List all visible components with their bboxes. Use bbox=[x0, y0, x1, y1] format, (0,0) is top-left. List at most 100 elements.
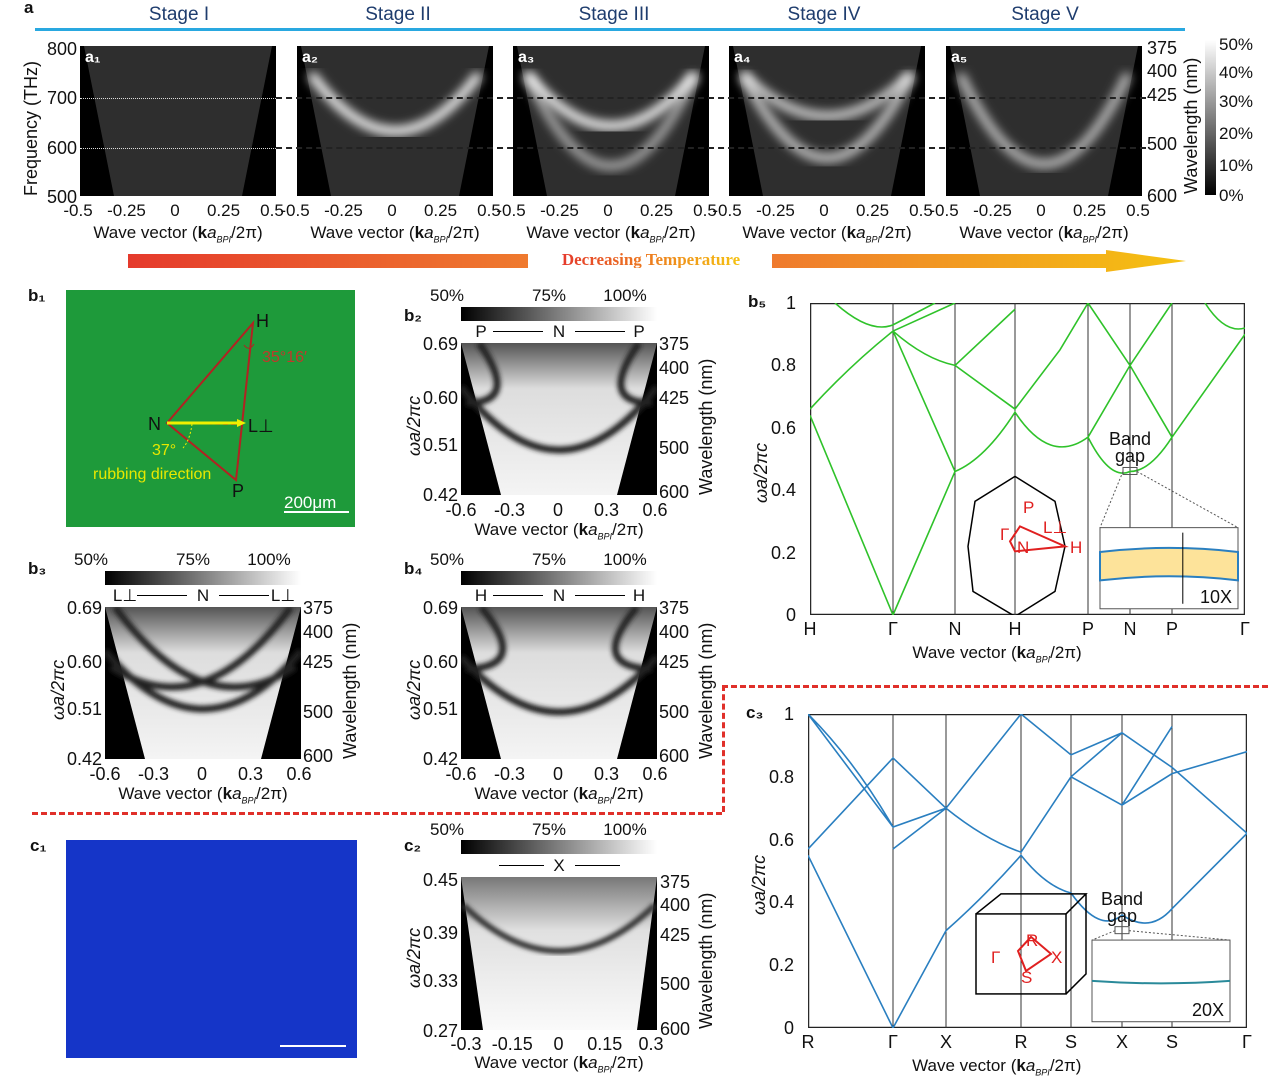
wavelength-tick-label: 600 bbox=[1147, 186, 1178, 206]
mark bbox=[975, 893, 1088, 995]
spectrum-image-a3 bbox=[513, 46, 709, 196]
colorbar-a bbox=[1205, 40, 1216, 195]
y-tick-label: 0.51 bbox=[66, 699, 102, 719]
wavelength-tick-label: 500 bbox=[660, 974, 691, 994]
xlabel-k: k bbox=[578, 784, 589, 803]
colorbar-tick-label: 50% bbox=[429, 820, 465, 839]
bz-point-label: Γ bbox=[991, 947, 1001, 967]
y-tick-label: 0.51 bbox=[422, 435, 458, 455]
xlabel-k: k bbox=[846, 223, 857, 242]
mark bbox=[1136, 471, 1239, 529]
wavelength-tick-label: 425 bbox=[659, 388, 690, 408]
y-tick-label: 0.69 bbox=[422, 598, 458, 618]
xlabel-k: k bbox=[414, 223, 425, 242]
bz-point-label: S bbox=[1021, 967, 1033, 987]
x-tick-label: 0 bbox=[552, 500, 564, 520]
subpanel-label: a₂ bbox=[302, 49, 319, 66]
direction-label: P bbox=[633, 322, 645, 341]
subpanel-label: a₅ bbox=[951, 49, 968, 66]
x-axis-label: Wave vector (kaBPI/2π) bbox=[118, 785, 287, 805]
spectrum-image-b2 bbox=[458, 340, 660, 495]
xlabel-text: Wave vector ( bbox=[310, 223, 415, 242]
x-tick-label: -0.25 bbox=[324, 201, 363, 220]
y-tick-label: 0.39 bbox=[422, 923, 458, 943]
y-axis-label: Frequency (THz) bbox=[21, 60, 41, 196]
xlabel-a: a bbox=[1025, 1056, 1036, 1075]
xlabel-sub: BPI bbox=[433, 234, 449, 245]
mark bbox=[1099, 471, 1124, 528]
xlabel-post: /2π) bbox=[1049, 1056, 1082, 1075]
mark bbox=[523, 71, 699, 131]
xlabel-a: a bbox=[588, 1053, 598, 1072]
xlabel-a: a bbox=[207, 223, 217, 242]
y-tick-label: 0.69 bbox=[66, 598, 102, 618]
wavelength-tick-label: 425 bbox=[660, 925, 691, 945]
x-tick-label: -0.6 bbox=[89, 764, 121, 784]
x-tick-label: 0 bbox=[603, 201, 613, 220]
panel-label-panel_c3: c₃ bbox=[746, 703, 764, 722]
y-tick-label: 0 bbox=[785, 605, 796, 625]
spectrum-image-b4 bbox=[458, 604, 660, 759]
xlabel-sub: BPI bbox=[597, 795, 613, 806]
xlabel-sub: BPI bbox=[1082, 234, 1098, 245]
xlabel-text: Wave vector ( bbox=[912, 1056, 1017, 1075]
xlabel-post: /2π) bbox=[880, 223, 912, 242]
x-tick-label: 0.3 bbox=[593, 764, 620, 784]
stage-label: Stage II bbox=[365, 4, 431, 25]
x-tick-label: -0.25 bbox=[540, 201, 579, 220]
colorbar-tick-label: 100% bbox=[603, 550, 647, 569]
xlabel-k: k bbox=[197, 223, 208, 242]
direction-label: N bbox=[552, 322, 566, 341]
y-tick-label: 0.2 bbox=[768, 955, 794, 976]
divider-dashed bbox=[32, 812, 722, 815]
x-tick-label: P bbox=[1081, 619, 1095, 639]
x-tick-label: -0.5 bbox=[929, 201, 959, 220]
colorbar-tick-label: 0% bbox=[1219, 186, 1244, 205]
dotted-line bbox=[80, 148, 276, 149]
colorbar-tick-label: 100% bbox=[603, 286, 647, 305]
wavelength-tick-label: 500 bbox=[1147, 134, 1178, 154]
colorbar-b4 bbox=[461, 571, 657, 585]
band-gap-label: Band bbox=[1100, 888, 1144, 909]
label-P: P bbox=[232, 481, 245, 501]
xlabel-post: /2π) bbox=[256, 784, 288, 803]
x-axis-label: Wave vector (kaBPI/2π) bbox=[959, 224, 1128, 244]
x-tick-label: S bbox=[1064, 1032, 1078, 1052]
x-tick-label: 0.25 bbox=[639, 201, 674, 220]
mark bbox=[1091, 979, 1231, 985]
mark bbox=[738, 71, 916, 163]
xlabel-text: Wave vector ( bbox=[526, 223, 631, 242]
xlabel-a: a bbox=[1073, 223, 1083, 242]
spectrum-image-a2 bbox=[297, 46, 493, 196]
y-axis-label: ωa/2πc bbox=[404, 927, 424, 988]
y-tick-label: 1 bbox=[785, 293, 796, 313]
colorbar-tick-label: 50% bbox=[1219, 35, 1254, 54]
wavelength-tick-label: 375 bbox=[303, 598, 334, 618]
xlabel-text: Wave vector ( bbox=[474, 520, 579, 539]
mark bbox=[461, 607, 657, 759]
x-tick-label: 0.5 bbox=[693, 201, 717, 220]
colorbar-tick-label: 30% bbox=[1219, 92, 1254, 111]
colorbar-tick-label: 10% bbox=[1219, 156, 1254, 175]
stage-label: Stage III bbox=[578, 4, 650, 25]
mark bbox=[460, 902, 658, 954]
arrow-left-line bbox=[137, 595, 187, 596]
x-tick-label: -0.5 bbox=[496, 201, 526, 220]
wavelength-tick-label: 375 bbox=[659, 598, 690, 618]
xlabel-a: a bbox=[856, 223, 866, 242]
stage-label: Stage I bbox=[148, 4, 210, 25]
mark bbox=[1114, 926, 1130, 935]
y-tick-label: 0.51 bbox=[422, 699, 458, 719]
y-axis-label: ωa/2πc bbox=[48, 659, 68, 720]
scale-bar-label: 200μm bbox=[284, 493, 337, 512]
arrow-left-line bbox=[493, 331, 543, 332]
xlabel-sub: BPI bbox=[597, 1064, 613, 1075]
crystal-orientation-diagram bbox=[66, 290, 355, 527]
x-tick-label: 0.25 bbox=[1072, 201, 1107, 220]
wavelength-tick-label: 400 bbox=[303, 622, 334, 642]
xlabel-a: a bbox=[588, 784, 598, 803]
colorbar-tick-label: 75% bbox=[531, 550, 567, 569]
x-tick-label: 0 bbox=[1036, 201, 1046, 220]
band-gap-label: gap bbox=[1114, 446, 1146, 467]
y-tick-label: 0 bbox=[783, 1018, 794, 1038]
